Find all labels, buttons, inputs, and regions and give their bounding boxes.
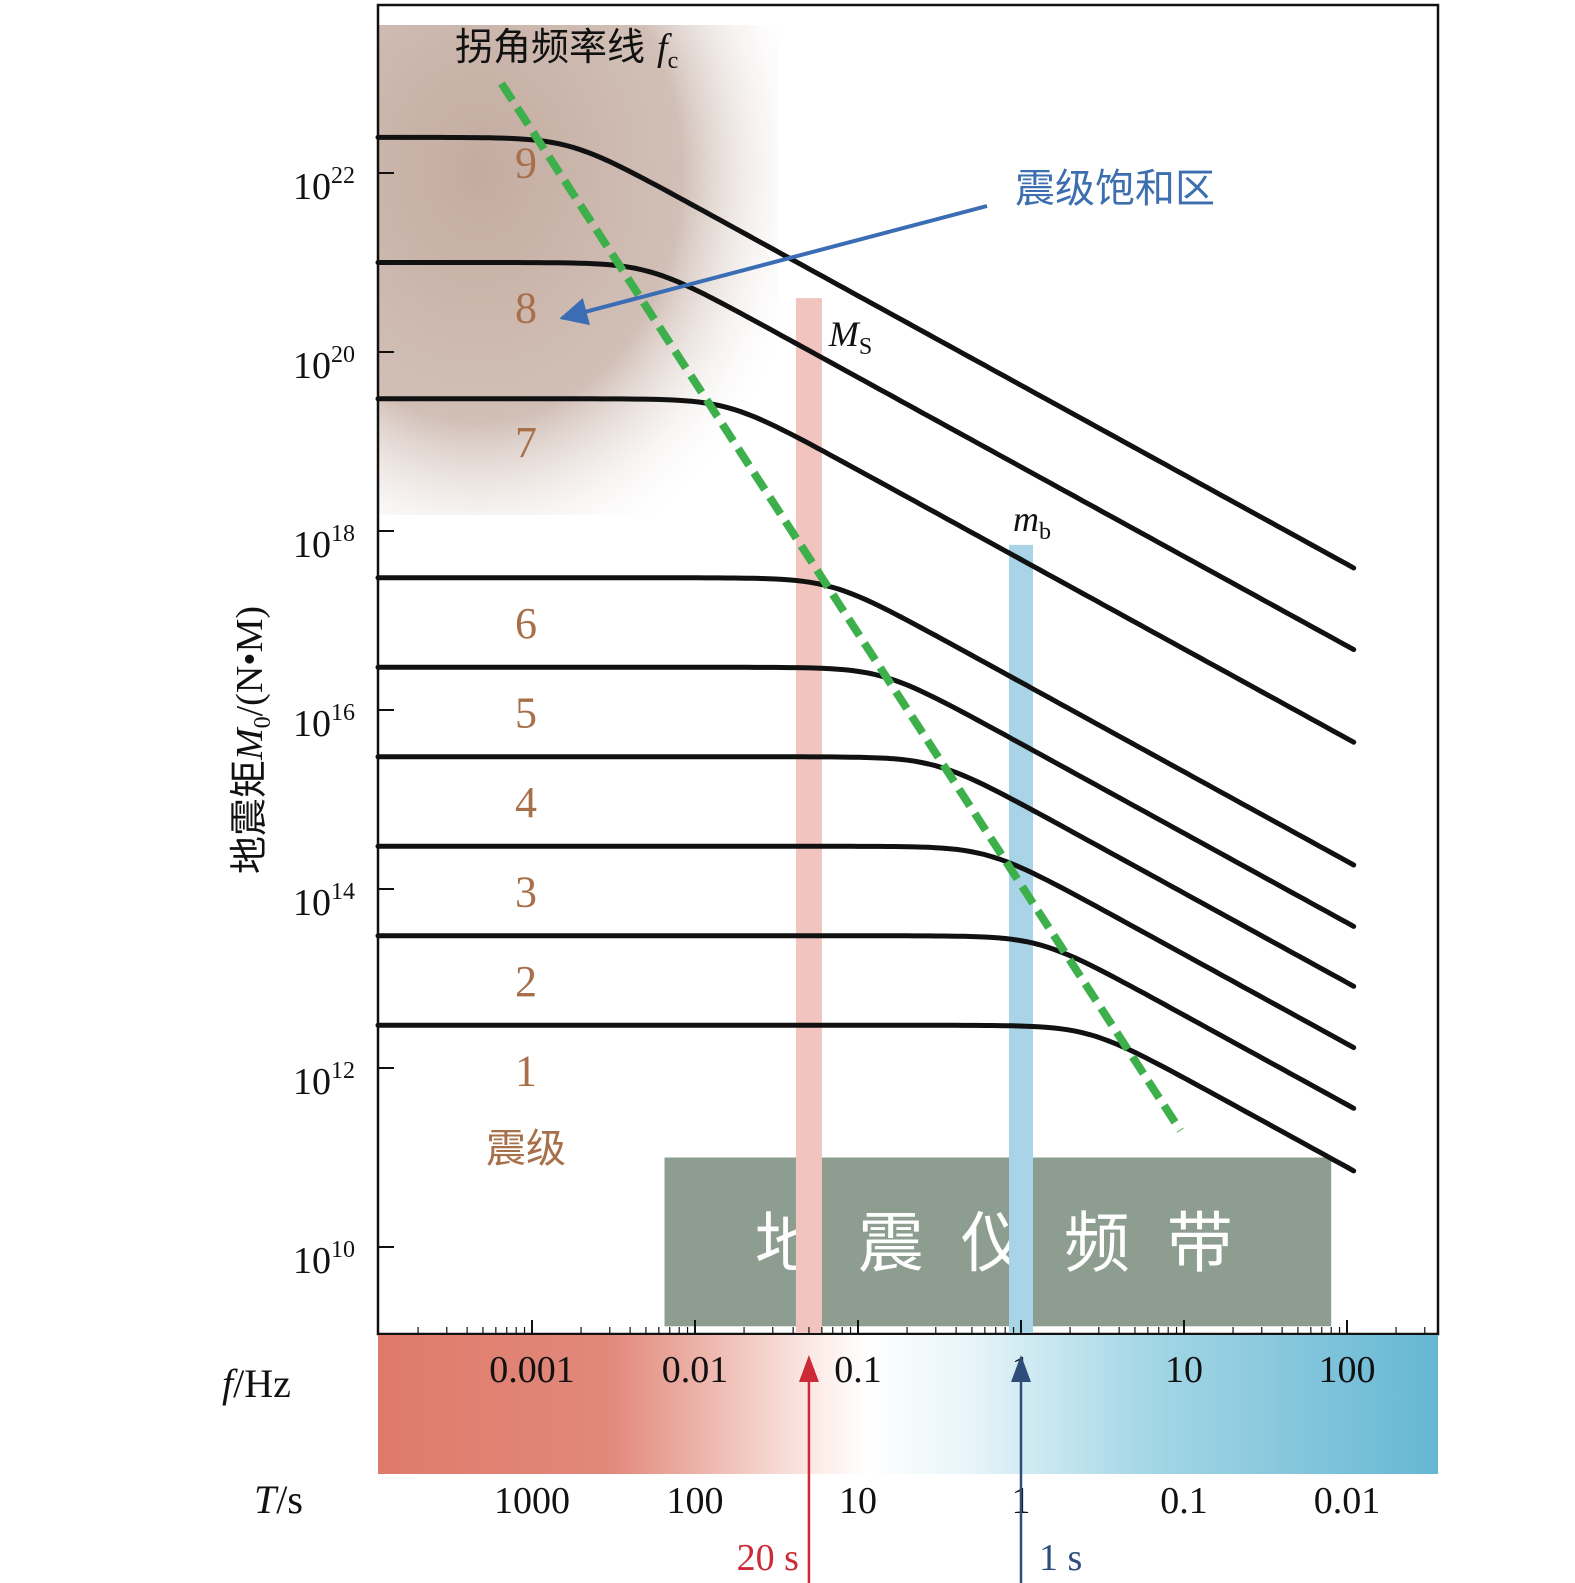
magnitude-title: 震级: [486, 1126, 566, 1172]
period-tick-label: 10: [839, 1480, 877, 1522]
y-tick-label: 1018: [293, 521, 355, 566]
period-marker-label: 1 s: [1039, 1537, 1082, 1579]
magnitude-curve-5: [375, 664, 1357, 929]
y-axis-label: 地震矩M0/(N•M): [227, 606, 276, 874]
period-marker-label: 20 s: [737, 1537, 799, 1579]
period-tick-label: 1000: [494, 1480, 570, 1522]
magnitude-curve-8: [375, 260, 1357, 653]
saturation-arrow: [559, 204, 988, 326]
magnitude-label-5: 5: [515, 688, 537, 737]
period-tick-label: 100: [667, 1480, 724, 1522]
y-tick-label: 1010: [293, 1237, 355, 1282]
f-tick-label: 0.01: [662, 1349, 729, 1391]
ms-band-label: MS: [828, 314, 872, 360]
magnitude-label-7: 7: [515, 418, 537, 467]
y-tick-label: 1014: [293, 879, 355, 924]
f-tick-label: 0.1: [834, 1349, 882, 1391]
corner-frequency-label: 拐角频率线 fc: [455, 25, 678, 74]
saturation-zone-label: 震级饱和区: [1015, 166, 1215, 212]
y-axis-ticks: 1010 1012 1014 1016 1018 1020 1022: [293, 163, 394, 1282]
y-tick-label: 1022: [293, 163, 355, 208]
magnitude-labels: 1 2 3 4 5 6 7 8 9: [515, 138, 537, 1095]
seismometer-band-box: [664, 1157, 1332, 1327]
ms-band: [795, 298, 822, 1335]
period-marker-arrowhead: [1011, 1355, 1031, 1382]
magnitude-curve-1: [375, 1022, 1357, 1174]
magnitude-label-9: 9: [515, 138, 537, 187]
magnitude-curve-7: [375, 396, 1357, 745]
magnitude-label-3: 3: [515, 867, 537, 916]
magnitude-curves: [375, 134, 1357, 1174]
f-axis-label: f/Hz: [222, 1361, 291, 1406]
period-tick-label: 0.1: [1160, 1480, 1208, 1522]
y-tick-label: 1020: [293, 342, 355, 387]
saturation-shade: [378, 25, 778, 515]
t-axis-label: T/s: [254, 1477, 303, 1522]
f-tick-label: 0.001: [489, 1349, 575, 1391]
mb-band-label: mb: [1013, 499, 1051, 545]
y-tick-label: 1012: [293, 1058, 355, 1103]
f-tick-label: 100: [1319, 1349, 1376, 1391]
period-markers: 20 s 1 s: [737, 1355, 1082, 1583]
y-tick-label: 1016: [293, 700, 355, 745]
t-axis-ticks: 10001001010.10.01: [494, 1480, 1380, 1522]
f-tick-label: 10: [1165, 1349, 1203, 1391]
magnitude-label-6: 6: [515, 599, 537, 648]
magnitude-label-8: 8: [515, 284, 537, 333]
seismometer-band-label: 地 震 仪 频 带: [755, 1205, 1241, 1282]
magnitude-curve-6: [375, 575, 1357, 868]
frequency-gradient-bar: [378, 1334, 1438, 1474]
magnitude-label-1: 1: [515, 1046, 537, 1095]
magnitude-curve-4: [375, 754, 1357, 989]
period-tick-label: 0.01: [1314, 1480, 1381, 1522]
magnitude-label-4: 4: [515, 778, 537, 827]
magnitude-curve-2: [375, 933, 1357, 1111]
magnitude-label-2: 2: [515, 957, 537, 1006]
period-marker-arrowhead: [798, 1355, 819, 1382]
magnitude-curve-3: [375, 843, 1357, 1051]
corner-frequency-line: [498, 81, 1184, 1133]
